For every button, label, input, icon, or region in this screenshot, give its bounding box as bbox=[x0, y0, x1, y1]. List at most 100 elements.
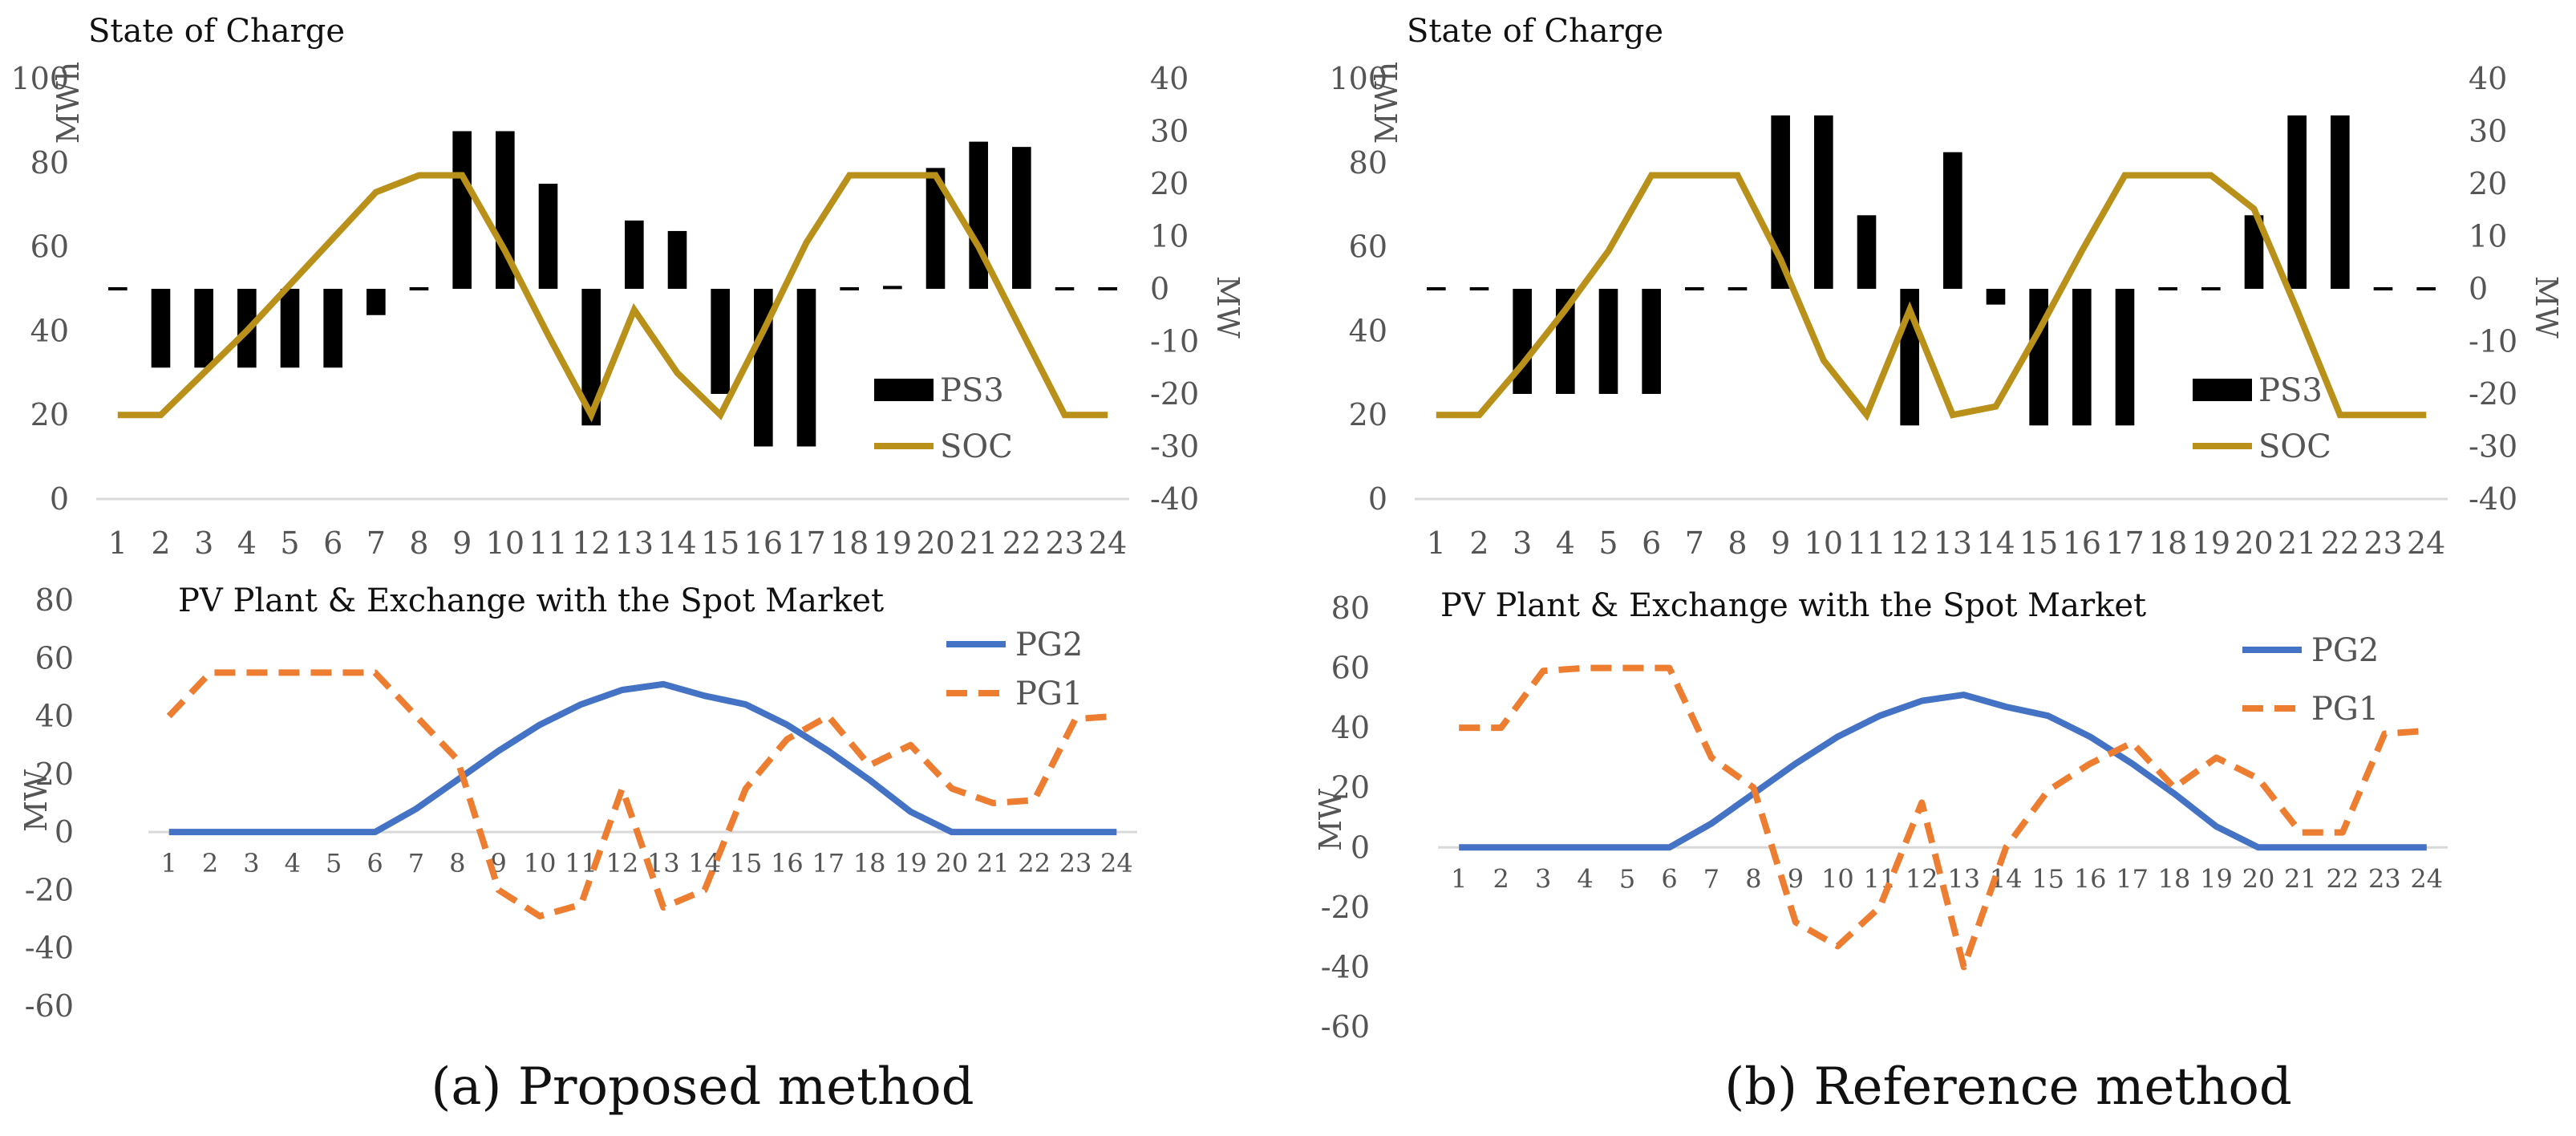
x-tick-label: 5 bbox=[1598, 525, 1618, 561]
ps3-bar bbox=[2287, 115, 2307, 289]
x-tick-label: 22 bbox=[2326, 863, 2359, 894]
x-tick-label: 19 bbox=[2192, 525, 2230, 561]
y-left-tick-label: 40 bbox=[1349, 313, 1387, 348]
y-left-axis-label: MWh bbox=[51, 62, 86, 144]
x-tick-label: 8 bbox=[449, 848, 465, 878]
x-tick-label: 23 bbox=[2363, 525, 2402, 561]
x-tick-label: 13 bbox=[1934, 525, 1972, 561]
y-right-tick-label: -40 bbox=[1150, 481, 1199, 517]
y-right-axis-label: MW bbox=[2529, 276, 2564, 339]
y-tick-label: 40 bbox=[35, 699, 74, 734]
x-tick-label: 10 bbox=[524, 848, 557, 878]
y-axis-label: MW bbox=[1313, 789, 1348, 851]
ps3-bar bbox=[625, 220, 644, 289]
ps3-bar bbox=[323, 289, 342, 368]
x-tick-label: 11 bbox=[1847, 525, 1885, 561]
x-tick-label: 2 bbox=[151, 525, 170, 561]
ps3-bar bbox=[1427, 287, 1446, 290]
y-right-tick-label: 30 bbox=[1150, 114, 1189, 149]
x-tick-label: 12 bbox=[606, 848, 638, 878]
ps3-bar bbox=[280, 289, 300, 368]
y-left-tick-label: 40 bbox=[30, 313, 69, 348]
ps3-bar bbox=[2373, 287, 2393, 290]
x-tick-label: 9 bbox=[1788, 863, 1804, 894]
ps3-bar bbox=[151, 289, 171, 368]
legend-soc-label: SOC bbox=[940, 428, 1013, 465]
y-left-tick-label: 80 bbox=[30, 145, 69, 181]
x-tick-label: 15 bbox=[701, 525, 739, 561]
ps3-bar bbox=[1469, 287, 1489, 290]
x-tick-label: 9 bbox=[452, 525, 472, 561]
x-tick-label: 1 bbox=[1451, 863, 1467, 894]
legend-pg1-label: PG1 bbox=[1015, 676, 1083, 712]
x-tick-label: 3 bbox=[243, 848, 259, 878]
x-tick-label: 10 bbox=[1821, 863, 1854, 894]
x-tick-label: 13 bbox=[615, 525, 654, 561]
x-tick-label: 1 bbox=[161, 848, 177, 878]
x-tick-label: 21 bbox=[2284, 863, 2317, 894]
x-tick-label: 18 bbox=[853, 848, 886, 878]
legend-ps3-label: PS3 bbox=[940, 372, 1004, 409]
x-tick-label: 15 bbox=[2031, 863, 2064, 894]
x-tick-label: 6 bbox=[323, 525, 342, 561]
x-tick-label: 24 bbox=[2407, 525, 2445, 561]
caption-b: (b) Reference method bbox=[1724, 1057, 2292, 1117]
ps3-bar bbox=[667, 230, 687, 289]
pg2-line bbox=[168, 680, 1117, 836]
y-left-tick-label: 100 bbox=[1329, 61, 1387, 96]
ps3-bar bbox=[409, 287, 429, 290]
y-tick-label: 0 bbox=[55, 814, 74, 850]
chart-a-pv-exchange: PV Plant & Exchange with the Spot Market… bbox=[18, 582, 1137, 1024]
x-tick-label: 7 bbox=[1703, 863, 1719, 894]
ps3-bar bbox=[1642, 289, 1661, 394]
y-left-tick-label: 20 bbox=[1349, 397, 1387, 432]
caption-a: (a) Proposed method bbox=[431, 1057, 974, 1117]
x-tick-label: 16 bbox=[744, 525, 783, 561]
y-right-tick-label: 0 bbox=[1150, 271, 1169, 306]
ps3-bar bbox=[1857, 215, 1877, 289]
legend-pg2-label: PG2 bbox=[1015, 627, 1083, 663]
chart-b-state-of-charge: State of ChargeMWhMW020406080100-40-30-2… bbox=[1329, 13, 2564, 561]
soc-line bbox=[1436, 172, 2427, 422]
y-left-tick-label: 60 bbox=[30, 229, 69, 265]
ps3-bar bbox=[108, 287, 128, 290]
chart-b-pv-exchange: PV Plant & Exchange with the Spot Market… bbox=[1313, 587, 2448, 1045]
y-tick-label: 80 bbox=[35, 582, 74, 618]
x-tick-label: 10 bbox=[1804, 525, 1843, 561]
y-tick-label: -40 bbox=[1321, 949, 1370, 984]
x-tick-label: 5 bbox=[1619, 863, 1635, 894]
y-tick-label: 60 bbox=[35, 640, 74, 676]
x-tick-label: 15 bbox=[730, 848, 763, 878]
y-right-tick-label: -10 bbox=[1150, 324, 1199, 359]
ps3-bar bbox=[1598, 289, 1618, 394]
x-tick-label: 17 bbox=[812, 848, 844, 878]
y-tick-label: 0 bbox=[1351, 830, 1370, 865]
y-tick-label: -20 bbox=[1321, 890, 1370, 925]
y-tick-label: 60 bbox=[1331, 651, 1370, 686]
ps3-bar bbox=[969, 141, 988, 289]
x-tick-label: 5 bbox=[326, 848, 342, 878]
x-tick-label: 14 bbox=[1976, 525, 2015, 561]
x-tick-label: 2 bbox=[1493, 863, 1509, 894]
x-tick-label: 12 bbox=[572, 525, 610, 561]
x-tick-label: 10 bbox=[486, 525, 525, 561]
ps3-bar bbox=[1055, 287, 1075, 290]
legend-ps3-swatch bbox=[2193, 379, 2252, 401]
y-right-tick-label: -30 bbox=[2469, 429, 2517, 465]
x-tick-label: 18 bbox=[2149, 525, 2187, 561]
x-tick-label: 15 bbox=[2019, 525, 2058, 561]
ps3-bar bbox=[2029, 289, 2048, 426]
y-left-tick-label: 80 bbox=[1349, 145, 1387, 181]
ps3-bar bbox=[925, 168, 946, 289]
ps3-bar bbox=[1685, 287, 1704, 290]
chart-title: PV Plant & Exchange with the Spot Market bbox=[178, 582, 884, 619]
y-left-tick-label: 60 bbox=[1349, 229, 1387, 265]
y-axis-label: MW bbox=[18, 769, 54, 832]
x-tick-label: 1 bbox=[108, 525, 128, 561]
x-tick-label: 20 bbox=[2234, 525, 2273, 561]
x-tick-label: 18 bbox=[2158, 863, 2191, 894]
y-right-tick-label: 40 bbox=[1150, 61, 1189, 96]
ps3-bar bbox=[452, 131, 472, 289]
y-right-tick-label: 10 bbox=[1150, 219, 1189, 254]
soc-line bbox=[117, 172, 1108, 423]
